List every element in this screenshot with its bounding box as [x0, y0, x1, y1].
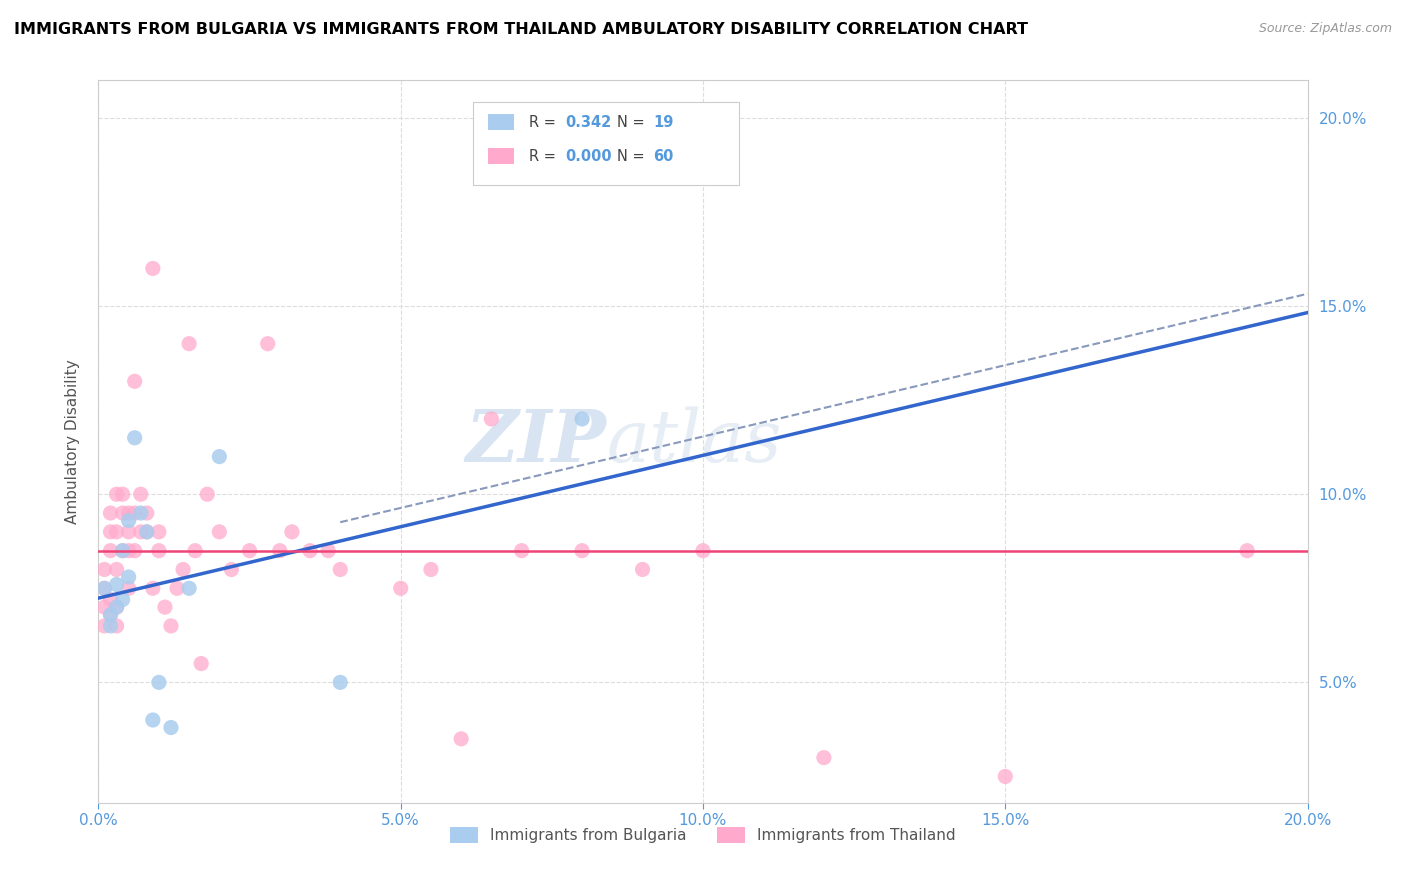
Text: 0.000: 0.000 — [565, 149, 612, 163]
Point — [111, 543, 134, 558]
Point — [166, 582, 188, 596]
Point — [184, 543, 207, 558]
Point — [129, 506, 152, 520]
Point — [994, 769, 1017, 783]
Point — [129, 524, 152, 539]
Point — [124, 506, 146, 520]
Text: 0.342: 0.342 — [565, 115, 612, 129]
Text: R =: R = — [529, 115, 561, 129]
Point — [571, 412, 593, 426]
Point — [269, 543, 291, 558]
Bar — [488, 148, 515, 164]
Point — [118, 524, 141, 539]
Point — [111, 543, 134, 558]
Text: ZIP: ZIP — [465, 406, 606, 477]
Point — [135, 524, 157, 539]
Point — [100, 619, 122, 633]
Text: atlas: atlas — [606, 406, 782, 477]
Text: Source: ZipAtlas.com: Source: ZipAtlas.com — [1258, 22, 1392, 36]
Point — [100, 607, 122, 622]
Point — [142, 261, 165, 276]
Point — [195, 487, 218, 501]
Point — [118, 506, 141, 520]
Point — [190, 657, 212, 671]
Point — [124, 543, 146, 558]
Point — [135, 524, 157, 539]
Point — [124, 374, 146, 388]
Point — [118, 582, 141, 596]
Point — [481, 412, 503, 426]
Point — [93, 619, 115, 633]
Point — [105, 487, 128, 501]
Point — [142, 582, 165, 596]
Point — [105, 524, 128, 539]
Point — [93, 600, 115, 615]
Point — [118, 570, 141, 584]
Text: IMMIGRANTS FROM BULGARIA VS IMMIGRANTS FROM THAILAND AMBULATORY DISABILITY CORRE: IMMIGRANTS FROM BULGARIA VS IMMIGRANTS F… — [14, 22, 1028, 37]
Text: 60: 60 — [654, 149, 673, 163]
Bar — [488, 114, 515, 130]
Point — [256, 336, 278, 351]
Point — [179, 336, 201, 351]
Point — [389, 582, 412, 596]
Point — [160, 721, 183, 735]
Point — [105, 600, 128, 615]
Point — [100, 592, 122, 607]
Point — [179, 582, 201, 596]
Point — [129, 487, 152, 501]
Point — [281, 524, 304, 539]
Point — [208, 524, 231, 539]
Point — [172, 562, 194, 576]
Point — [105, 619, 128, 633]
Point — [100, 524, 122, 539]
Point — [148, 675, 170, 690]
Legend: Immigrants from Bulgaria, Immigrants from Thailand: Immigrants from Bulgaria, Immigrants fro… — [444, 822, 962, 849]
Point — [450, 731, 472, 746]
Point — [100, 607, 122, 622]
Point — [105, 577, 128, 591]
Point — [135, 506, 157, 520]
Point — [631, 562, 654, 576]
Point — [571, 543, 593, 558]
Point — [111, 506, 134, 520]
Text: N =: N = — [617, 149, 650, 163]
Point — [221, 562, 243, 576]
Point — [329, 562, 352, 576]
Point — [692, 543, 714, 558]
Point — [118, 543, 141, 558]
Point — [148, 524, 170, 539]
Point — [100, 543, 122, 558]
Point — [111, 487, 134, 501]
Point — [329, 675, 352, 690]
Point — [105, 562, 128, 576]
Point — [111, 592, 134, 607]
Text: R =: R = — [529, 149, 561, 163]
Point — [105, 600, 128, 615]
Point — [93, 562, 115, 576]
Point — [813, 750, 835, 764]
Point — [1236, 543, 1258, 558]
Point — [93, 582, 115, 596]
FancyBboxPatch shape — [474, 102, 740, 185]
Point — [153, 600, 176, 615]
Point — [208, 450, 231, 464]
Point — [316, 543, 339, 558]
Point — [420, 562, 443, 576]
Point — [160, 619, 183, 633]
Point — [510, 543, 533, 558]
Point — [100, 506, 122, 520]
Point — [142, 713, 165, 727]
Point — [118, 514, 141, 528]
Point — [148, 543, 170, 558]
Point — [124, 431, 146, 445]
Text: 19: 19 — [654, 115, 673, 129]
Point — [299, 543, 322, 558]
Point — [93, 582, 115, 596]
Point — [239, 543, 262, 558]
Text: N =: N = — [617, 115, 650, 129]
Y-axis label: Ambulatory Disability: Ambulatory Disability — [65, 359, 80, 524]
